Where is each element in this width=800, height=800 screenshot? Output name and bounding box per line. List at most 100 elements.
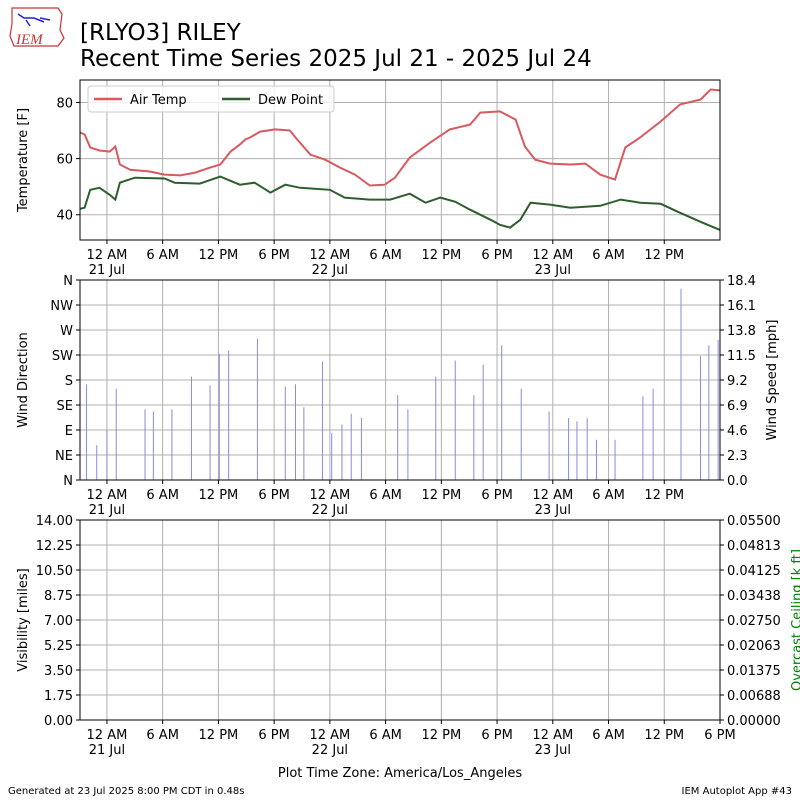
x-tick-label: 6 AM <box>369 728 402 743</box>
bar <box>228 350 230 480</box>
y-tick-label: 3.50 <box>44 664 73 679</box>
x-tick-label: 6 PM <box>258 728 290 743</box>
legend-box <box>87 85 335 113</box>
bar <box>171 409 173 480</box>
plot-frame <box>79 519 721 721</box>
x-tick-label: 6 PM <box>258 488 290 503</box>
y2-tick-label: 0.00688 <box>727 689 781 704</box>
y-tick-label: SE <box>57 399 73 414</box>
x-tick-label: 12 PM <box>421 488 462 503</box>
bar <box>303 407 305 480</box>
x-tick-label: 6 AM <box>592 248 625 263</box>
x-tick-label: 12 AM 22 Jul <box>309 728 351 758</box>
y2-tick-label: 13.8 <box>727 324 756 339</box>
bar <box>501 345 503 480</box>
bar <box>652 388 654 480</box>
x-tick-label: 12 AM 21 Jul <box>86 248 128 278</box>
x-tick-label: 6 PM <box>481 728 513 743</box>
y-tick-label: NE <box>55 449 73 464</box>
bar <box>106 430 108 480</box>
legend-label: Air Temp <box>130 93 187 108</box>
bar <box>152 411 154 480</box>
x-tick-label: 6 PM <box>481 488 513 503</box>
x-tick-label: 12 PM <box>644 728 685 743</box>
x-tick-label: 12 AM 22 Jul <box>309 488 351 518</box>
y2-tick-label: 0.01375 <box>727 664 781 679</box>
x-tick-label: 12 PM <box>421 728 462 743</box>
bar <box>586 418 588 480</box>
y2-tick-label: 18.4 <box>727 274 756 289</box>
bar <box>96 445 98 480</box>
bar <box>256 338 258 480</box>
y-tick-label: 5.25 <box>44 639 73 654</box>
y2-tick-label: 0.03438 <box>727 589 781 604</box>
x-tick-label: 6 AM <box>369 488 402 503</box>
x-tick-label: 12 PM <box>421 248 462 263</box>
y-tick-label: 40 <box>56 209 73 224</box>
bar <box>144 409 146 480</box>
y-tick-label: N <box>63 274 73 289</box>
bar <box>680 288 682 480</box>
y-tick-label: N <box>63 474 73 489</box>
y-axis-label: Visibility [miles] <box>16 568 31 671</box>
logo: IEM <box>9 7 65 48</box>
plot-frame <box>79 279 721 481</box>
x-tick-label: 12 AM 21 Jul <box>86 488 128 518</box>
y-tick-label: 10.50 <box>36 564 73 579</box>
x-tick-label: 12 AM 23 Jul <box>532 248 574 278</box>
y2-tick-label: 4.6 <box>727 424 748 439</box>
y2-tick-label: 0.00000 <box>727 714 781 729</box>
bar <box>717 339 719 480</box>
y-tick-label: NW <box>50 299 73 314</box>
y-tick-label: E <box>65 424 73 439</box>
bar <box>454 360 456 480</box>
bar <box>576 421 578 480</box>
bar <box>397 395 399 480</box>
title: [RLYO3] RILEY <box>80 20 242 46</box>
bar <box>331 433 333 480</box>
plot-frame <box>79 79 721 241</box>
logo-text: IEM <box>15 32 44 48</box>
bar <box>284 386 286 480</box>
x-tick-label: 6 PM <box>704 728 736 743</box>
y2-tick-label: 0.04813 <box>727 539 781 554</box>
bar <box>699 356 701 480</box>
bar <box>115 388 117 480</box>
y-tick-label: 14.00 <box>36 514 73 529</box>
bar <box>642 396 644 480</box>
legend-label: Dew Point <box>258 93 323 108</box>
bar <box>568 418 570 480</box>
logo-outline <box>9 7 65 47</box>
footer-right: IEM Autoplot App #43 <box>682 786 792 797</box>
x-tick-label: 6 AM <box>146 728 179 743</box>
y2-tick-label: 0.02063 <box>727 639 781 654</box>
legend: Air Temp Dew Point <box>87 85 335 113</box>
bar <box>218 353 220 480</box>
subtitle: Recent Time Series 2025 Jul 21 - 2025 Ju… <box>80 46 592 72</box>
y2-axis-label: Wind Speed [mph] <box>765 320 780 441</box>
y2-tick-label: 9.2 <box>727 374 748 389</box>
line-series <box>79 175 721 231</box>
x-tick-label: 6 AM <box>592 488 625 503</box>
y-tick-label: W <box>60 324 73 339</box>
bar <box>295 384 297 480</box>
y-tick-label: 12.25 <box>36 539 73 554</box>
bar <box>614 439 616 480</box>
y2-tick-label: 0.0 <box>727 474 748 489</box>
x-tick-label: 12 PM <box>198 728 239 743</box>
x-axis-label: Plot Time Zone: America/Los_Angeles <box>278 766 522 781</box>
y2-axis-label: Overcast Ceiling [k ft] <box>790 549 800 691</box>
bar <box>190 376 192 480</box>
bar <box>407 409 409 480</box>
y2-tick-label: 0.05500 <box>727 514 781 529</box>
y-axis-label: Temperature [F] <box>16 108 31 213</box>
bar <box>350 413 352 480</box>
bar <box>708 345 710 480</box>
x-tick-label: 12 AM 22 Jul <box>309 248 351 278</box>
y2-tick-label: 16.1 <box>727 299 756 314</box>
line-series <box>79 88 721 187</box>
bar <box>321 361 323 480</box>
logo-rivers <box>17 13 51 27</box>
